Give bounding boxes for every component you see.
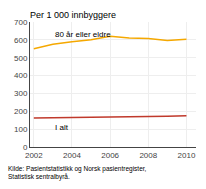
svg-text:80 år eller eldre: 80 år eller eldre [55, 30, 111, 39]
svg-text:Per 1 000 innbyggere: Per 1 000 innbyggere [30, 10, 116, 20]
svg-text:100: 100 [14, 125, 28, 134]
svg-text:300: 300 [14, 89, 28, 98]
svg-text:I alt: I alt [55, 123, 69, 132]
svg-text:2006: 2006 [101, 151, 119, 160]
svg-text:Kilde: Pasientstatistikk og No: Kilde: Pasientstatistikk og Norsk pasien… [8, 165, 147, 181]
svg-text:700: 700 [14, 18, 28, 27]
svg-text:2010: 2010 [178, 151, 196, 160]
svg-text:200: 200 [14, 107, 28, 116]
svg-text:2002: 2002 [25, 151, 43, 160]
svg-text:0: 0 [23, 143, 28, 152]
svg-text:2008: 2008 [139, 151, 157, 160]
svg-text:500: 500 [14, 54, 28, 63]
svg-text:600: 600 [14, 36, 28, 45]
svg-text:2004: 2004 [63, 151, 81, 160]
svg-text:400: 400 [14, 71, 28, 80]
